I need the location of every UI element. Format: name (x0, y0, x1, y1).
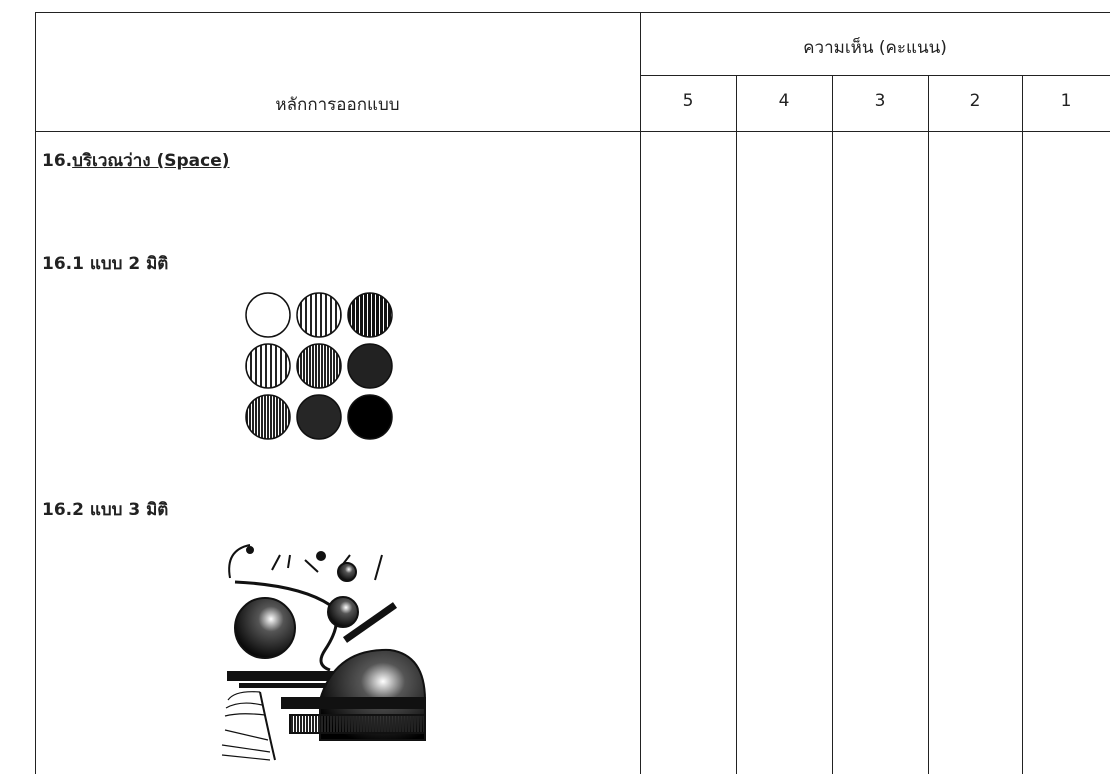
section-number: 16. (42, 151, 73, 171)
rule (928, 75, 929, 774)
item-label: 16.1 แบบ 2 มิติ (42, 254, 169, 274)
score-header: 1 (1060, 91, 1072, 111)
section-title: บริเวณว่าง (Space) (72, 151, 230, 171)
item-label: 16.2 แบบ 3 มิติ (42, 500, 169, 520)
rule (640, 75, 1110, 76)
score-header: 3 (874, 91, 886, 111)
composition-3d (221, 544, 426, 761)
circles-2d (245, 292, 393, 440)
score-header: 4 (778, 91, 790, 111)
rule (736, 75, 737, 774)
rule (35, 131, 1110, 132)
score-header: 5 (682, 91, 694, 111)
header-opinion: ความเห็น (คะแนน) (803, 38, 947, 58)
rule (832, 75, 833, 774)
rule (1022, 75, 1023, 774)
header-principle: หลักการออกแบบ (275, 95, 400, 115)
score-header: 2 (969, 91, 981, 111)
rule (35, 12, 1110, 13)
rule (640, 12, 641, 774)
rule (35, 12, 36, 774)
